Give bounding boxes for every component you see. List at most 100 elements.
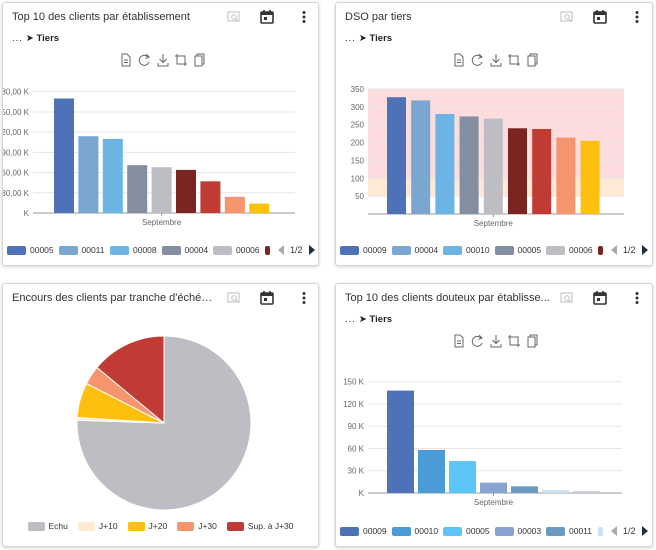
bar-series-7[interactable] (556, 137, 576, 214)
legend-swatch (340, 526, 359, 536)
bar-00004[interactable] (127, 165, 148, 213)
crop-icon[interactable] (508, 335, 520, 347)
bar-00006[interactable] (483, 118, 503, 214)
breadcrumb-dots[interactable]: ... (12, 33, 23, 44)
breadcrumb[interactable]: ... ➤ Tiers (345, 33, 392, 44)
legend-item[interactable]: 00010 (443, 243, 490, 257)
calendar-icon[interactable] (258, 8, 276, 26)
bar-00010[interactable] (435, 114, 455, 214)
bar-series-8[interactable] (249, 203, 270, 213)
more-icon[interactable] (299, 289, 309, 307)
legend-item[interactable]: 00011 (58, 243, 105, 257)
legend-item[interactable]: 00009 (340, 243, 387, 257)
legend-item[interactable]: 00011 (546, 524, 592, 538)
bar-00011[interactable] (78, 136, 99, 213)
document-icon[interactable] (121, 53, 131, 67)
legend-item[interactable]: J+10 (77, 519, 118, 533)
bar-series-5[interactable] (508, 128, 527, 214)
copy-icon[interactable] (527, 53, 538, 67)
legend-item-clipped[interactable] (597, 243, 607, 257)
pager-prev-icon[interactable] (278, 245, 284, 255)
pager-prev-icon[interactable] (611, 526, 617, 536)
document-icon[interactable] (454, 334, 464, 348)
zoom-icon[interactable] (558, 289, 576, 307)
calendar-icon[interactable] (591, 8, 609, 26)
refresh-icon[interactable] (471, 334, 483, 347)
zoom-icon[interactable] (225, 289, 243, 307)
bar-series-6[interactable] (573, 491, 600, 493)
y-tick-label: K (24, 209, 30, 218)
download-icon[interactable] (490, 335, 502, 348)
legend-swatch (494, 526, 514, 536)
bar-series-6[interactable] (200, 181, 221, 213)
pager-next-icon[interactable] (641, 526, 648, 536)
breadcrumb[interactable]: ... ➤ Tiers (12, 33, 59, 44)
zoom-icon[interactable] (225, 8, 243, 26)
legend-item[interactable]: 00004 (391, 243, 438, 257)
more-icon[interactable] (299, 8, 309, 26)
breadcrumb[interactable]: ... ➤ Tiers (345, 314, 392, 325)
copy-icon[interactable] (194, 53, 205, 67)
legend-pager: 1/2 (611, 524, 648, 538)
bar-00005[interactable] (459, 116, 479, 215)
crop-icon[interactable] (508, 54, 520, 66)
legend-item[interactable]: 00003 (494, 524, 541, 538)
document-icon[interactable] (454, 53, 464, 67)
legend-item[interactable]: 00005 (494, 243, 541, 257)
legend-swatch (77, 521, 95, 531)
legend-item-clipped[interactable] (597, 524, 607, 538)
more-icon[interactable] (632, 8, 642, 26)
y-tick-label: 200 (351, 139, 365, 148)
legend-item[interactable]: 00004 (161, 243, 208, 257)
legend-swatch (58, 245, 78, 255)
bar-00009[interactable] (387, 390, 414, 493)
legend-swatch (546, 526, 565, 536)
pager-next-icon[interactable] (641, 245, 648, 255)
copy-icon[interactable] (527, 334, 538, 348)
y-tick-label: 30 K (348, 467, 365, 476)
download-icon[interactable] (490, 54, 502, 67)
bar-00006[interactable] (151, 167, 172, 213)
bar-00003[interactable] (480, 482, 507, 493)
legend-item[interactable]: 00009 (340, 524, 387, 538)
legend-item[interactable]: J+20 (127, 519, 167, 533)
bar-00011[interactable] (511, 486, 538, 493)
legend-item[interactable]: J+30 (177, 519, 217, 533)
legend-item[interactable]: 00010 (391, 524, 438, 538)
legend-item[interactable]: Echu (27, 519, 68, 533)
bar-00005[interactable] (449, 461, 476, 493)
legend-item-clipped[interactable] (264, 243, 274, 257)
breadcrumb-dots[interactable]: ... (345, 314, 356, 325)
bar-series-8[interactable] (580, 140, 600, 214)
bar-series-7[interactable] (224, 196, 245, 213)
calendar-icon[interactable] (258, 289, 276, 307)
legend-item[interactable]: Sup. à J+30 (226, 519, 294, 533)
breadcrumb-dots[interactable]: ... (345, 33, 356, 44)
bar-00010[interactable] (418, 449, 445, 493)
crop-icon[interactable] (175, 54, 187, 66)
pie-slice-sup-j-30[interactable] (96, 335, 165, 425)
bar-series-5[interactable] (542, 490, 569, 493)
legend-item[interactable]: 00008 (110, 243, 157, 257)
pager-next-icon[interactable] (308, 245, 315, 255)
download-icon[interactable] (157, 54, 169, 67)
refresh-icon[interactable] (471, 53, 483, 66)
bar-00008[interactable] (102, 138, 123, 213)
legend-item[interactable]: 00006 (546, 243, 593, 257)
bar-00004[interactable] (411, 100, 431, 214)
zoom-icon[interactable] (558, 8, 576, 26)
y-tick-label: 50 (355, 192, 364, 201)
pager-prev-icon[interactable] (611, 245, 617, 255)
bar-00009[interactable] (387, 97, 406, 214)
bar-00005[interactable] (54, 98, 74, 213)
x-tick-label: Septembre (142, 218, 182, 227)
more-icon[interactable] (632, 289, 642, 307)
refresh-icon[interactable] (138, 53, 150, 66)
legend-item[interactable]: 00005 (7, 243, 54, 257)
legend-item[interactable]: 00006 (213, 243, 260, 257)
bar-series-6[interactable] (532, 129, 552, 214)
legend-label: J+10 (98, 521, 118, 531)
calendar-icon[interactable] (591, 289, 609, 307)
legend-item[interactable]: 00005 (443, 524, 490, 538)
bar-series-5[interactable] (176, 169, 196, 213)
